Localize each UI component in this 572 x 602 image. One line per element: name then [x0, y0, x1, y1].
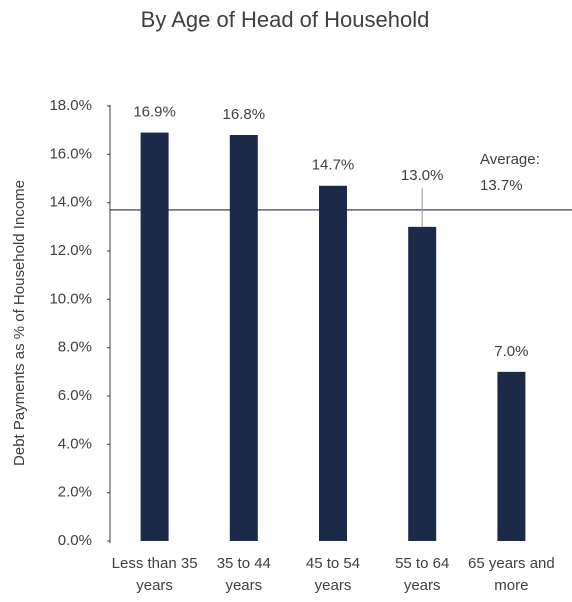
y-tick-label: 14.0%	[49, 194, 92, 211]
y-tick-label: 0.0%	[58, 532, 92, 549]
y-tick-label: 18.0%	[49, 97, 92, 114]
bar	[140, 132, 169, 542]
data-label: 7.0%	[494, 343, 528, 360]
y-tick-label: 10.0%	[49, 290, 92, 307]
x-tick-label: 35 to 44 years	[216, 555, 271, 594]
y-tick-label: 2.0%	[58, 484, 92, 501]
y-tick-label: 6.0%	[58, 387, 92, 404]
data-label: 16.8%	[223, 106, 266, 123]
y-tick-label: 12.0%	[49, 242, 92, 259]
x-tick-label: 65 years and more	[468, 555, 555, 594]
x-tick-label: 55 to 64 years	[395, 555, 450, 594]
chart-title: By Age of Head of Household	[141, 7, 430, 32]
bar	[497, 371, 526, 541]
data-label: 13.0%	[401, 167, 444, 184]
y-axis-label: Debt Payments as % of Household Income	[11, 180, 28, 466]
bar	[408, 226, 437, 542]
y-tick-label: 8.0%	[58, 339, 92, 356]
y-tick-label: 16.0%	[49, 145, 92, 162]
bar	[229, 135, 258, 541]
data-label: 14.7%	[312, 157, 355, 174]
average-label: Average:	[480, 151, 540, 168]
bar	[319, 185, 347, 541]
y-tick-label: 4.0%	[58, 435, 92, 452]
x-tick-label: Less than 35 years	[111, 555, 198, 594]
x-tick-label: 45 to 54 years	[305, 555, 361, 594]
average-value: 13.7%	[480, 177, 523, 194]
data-label: 16.9%	[133, 104, 176, 121]
